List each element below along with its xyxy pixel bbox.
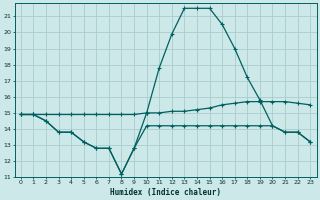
X-axis label: Humidex (Indice chaleur): Humidex (Indice chaleur) [110,188,221,197]
